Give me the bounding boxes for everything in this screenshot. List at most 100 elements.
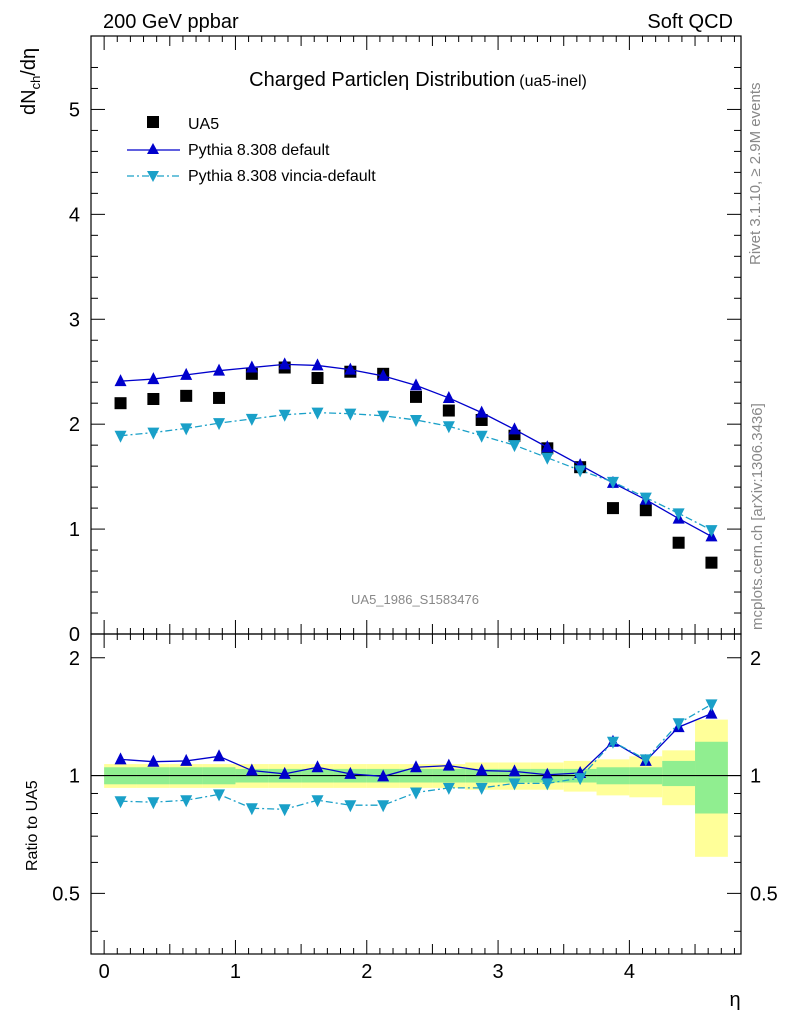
pythia-vincia-point <box>278 409 291 422</box>
ua5-data-point <box>311 372 324 385</box>
y-axis-label-tail: /dη <box>18 48 40 76</box>
pythia-vincia-point <box>311 407 324 420</box>
main-series-layer <box>114 357 718 569</box>
ratio-pythia-vincia-point <box>344 800 357 813</box>
ratio-pythia-default-point <box>344 766 357 779</box>
ratio-series-layer <box>114 699 718 817</box>
y-tick-label: 4 <box>69 204 80 226</box>
header-left-label: 200 GeV ppbar <box>103 11 239 33</box>
legend-marker-pythia-vincia <box>147 171 159 182</box>
ratio-y-tick-label-right: 1 <box>750 766 761 788</box>
y-axis-label-base: dN <box>18 89 40 115</box>
ratio-y-tick-label-right: 2 <box>750 648 761 670</box>
pythia-default-point <box>475 405 488 418</box>
pythia-default-point <box>311 358 324 371</box>
ratio-y-tick-label-right: 0.5 <box>750 883 778 905</box>
mcplots-label: mcplots.cern.ch [arXiv:1306.3436] <box>749 403 766 630</box>
ratio-pythia-default-point <box>114 752 127 765</box>
pythia-default-point <box>508 422 521 435</box>
x-tick-label: 4 <box>624 961 635 983</box>
y-axis-label-sub: ch <box>28 76 43 90</box>
ratio-pythia-vincia-point <box>606 736 619 749</box>
pythia-vincia-point <box>377 410 390 423</box>
ratio-pythia-default-point <box>278 766 291 779</box>
main-y-axis: 0 1 2 3 4 5 <box>69 66 741 646</box>
ratio-pythia-vincia-point <box>213 789 226 802</box>
ua5-data-point <box>213 391 226 404</box>
pythia-vincia-line <box>120 411 712 531</box>
pythia-vincia-point <box>574 465 587 478</box>
ratio-y-tick-label: 2 <box>69 648 80 670</box>
ratio-pythia-default-point <box>147 754 160 767</box>
ratio-pythia-vincia-point <box>442 782 455 795</box>
pythia-vincia-point <box>213 418 226 431</box>
ratio-plot-frame <box>90 633 742 955</box>
header-right-label: Soft QCD <box>647 11 733 33</box>
ratio-y-tick-label: 1 <box>69 766 80 788</box>
ratio-pythia-default-point <box>245 763 258 776</box>
ratio-pythia-default-point <box>475 763 488 776</box>
ua5-data-point <box>410 390 422 403</box>
x-tick-label: 3 <box>493 961 504 983</box>
y-tick-label: 0 <box>69 624 80 646</box>
stat-band <box>662 760 696 787</box>
legend-marker-pythia-default <box>147 143 159 154</box>
ratio-x-axis: 0 1 2 3 4 <box>99 634 735 983</box>
ratio-pythia-default-point <box>705 706 718 719</box>
pythia-vincia-point <box>410 414 422 427</box>
analysis-label: UA5_1986_S1583476 <box>351 592 479 607</box>
ratio-y-axis: 0.5 0.5 1 1 2 2 <box>52 648 778 932</box>
y-tick-label: 5 <box>69 99 80 121</box>
ratio-pythia-vincia-point <box>672 718 685 731</box>
x-tick-label: 0 <box>99 961 110 983</box>
chart-title-word: Distribution <box>415 69 515 91</box>
ratio-pythia-default-point <box>311 760 324 773</box>
ua5-data-point <box>114 397 127 410</box>
pythia-vincia-point <box>114 430 127 443</box>
chart-subtitle: (ua5-inel) <box>519 73 587 90</box>
ratio-pythia-vincia-point <box>278 804 291 817</box>
ratio-pythia-vincia-point <box>705 699 718 712</box>
legend-marker-ua5 <box>147 116 159 128</box>
ratio-uncertainty-bands <box>104 719 728 857</box>
stat-band <box>695 741 728 814</box>
ratio-y-tick-label: 0.5 <box>52 883 80 905</box>
ratio-pythia-vincia-point <box>639 754 652 767</box>
ua5-data-point <box>606 502 619 515</box>
pythia-vincia-point <box>245 413 258 426</box>
legend-label-pythia-default: Pythia 8.308 default <box>188 142 330 159</box>
ratio-y-axis-label: Ratio to UA5 <box>24 780 41 871</box>
rivet-label: Rivet 3.1.10, ≥ 2.9M events <box>747 83 764 266</box>
pythia-default-point <box>442 390 455 403</box>
pythia-vincia-point <box>705 525 718 538</box>
legend-label-pythia-vincia: Pythia 8.308 vincia-default <box>188 168 376 185</box>
ratio-pythia-vincia-point <box>410 787 422 800</box>
main-x-ticks <box>103 36 735 634</box>
x-tick-label: 1 <box>230 961 241 983</box>
x-tick-label: 2 <box>361 961 372 983</box>
ua5-data-point <box>672 536 685 549</box>
ua5-data-point <box>180 389 193 402</box>
pythia-default-point <box>114 374 127 387</box>
pythia-vincia-point <box>508 440 521 453</box>
ratio-pythia-vincia-point <box>541 778 554 791</box>
pythia-vincia-point <box>180 423 193 436</box>
pythia-vincia-point <box>606 476 619 489</box>
pythia-default-point <box>377 368 390 381</box>
chart-title-text: Charged Particle <box>249 69 398 91</box>
ratio-pythia-default-point <box>410 760 422 773</box>
ua5-data-point <box>639 504 652 517</box>
legend-label-ua5: UA5 <box>188 116 219 133</box>
pythia-vincia-point <box>541 452 554 465</box>
ratio-pythia-default-point <box>541 767 554 780</box>
chart-title: Charged Particleη Distribution (ua5-inel) <box>249 69 587 91</box>
ratio-plot-panel: 0.5 0.5 1 1 2 2 0 1 2 3 4 <box>52 633 778 983</box>
main-plot-panel: 0 1 2 3 4 5 <box>69 35 742 646</box>
ua5-data-point <box>705 556 718 569</box>
ua5-data-point <box>147 392 160 405</box>
pythia-vincia-point <box>147 427 160 440</box>
y-tick-label: 3 <box>69 309 80 331</box>
pythia-default-point <box>344 362 357 375</box>
pythia-default-point <box>278 357 291 370</box>
